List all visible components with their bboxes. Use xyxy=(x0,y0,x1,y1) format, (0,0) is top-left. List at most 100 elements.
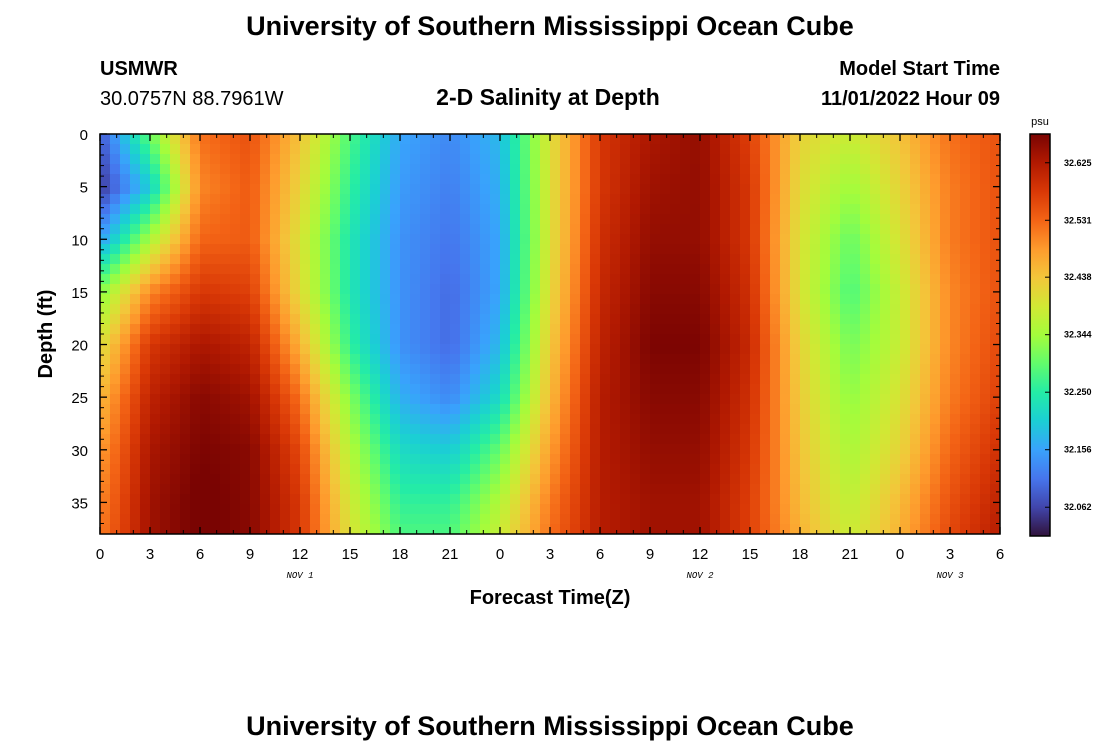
heatmap-cell xyxy=(840,294,851,305)
heatmap-cell xyxy=(230,384,241,395)
heatmap-cell xyxy=(330,214,341,225)
heatmap-cell xyxy=(510,244,521,255)
heatmap-cell xyxy=(800,284,811,295)
heatmap-cell xyxy=(390,214,401,225)
heatmap-cell xyxy=(390,514,401,525)
heatmap-cell xyxy=(200,294,211,305)
heatmap-cell xyxy=(310,374,321,385)
heatmap-cell xyxy=(290,414,301,425)
heatmap-cell xyxy=(940,144,951,155)
heatmap-cell xyxy=(140,474,151,485)
heatmap-cell xyxy=(860,284,871,295)
heatmap-cell xyxy=(210,274,221,285)
heatmap-cell xyxy=(460,454,471,465)
heatmap-cell xyxy=(250,164,261,175)
heatmap-cell xyxy=(370,174,381,185)
heatmap-cell xyxy=(650,374,661,385)
heatmap-cell xyxy=(480,334,491,345)
heatmap-cell xyxy=(940,494,951,505)
heatmap-cell xyxy=(430,354,441,365)
heatmap-cell xyxy=(620,224,631,235)
heatmap-cell xyxy=(980,344,991,355)
heatmap-cell xyxy=(340,264,351,275)
heatmap-cell xyxy=(890,504,901,515)
heatmap-cell xyxy=(130,274,141,285)
heatmap-cell xyxy=(650,144,661,155)
heatmap-cell xyxy=(170,424,181,435)
heatmap-cell xyxy=(960,364,971,375)
heatmap-cell xyxy=(420,424,431,435)
heatmap-cell xyxy=(110,444,121,455)
heatmap-cell xyxy=(890,454,901,465)
heatmap-cell xyxy=(300,254,311,265)
heatmap-cell xyxy=(820,144,831,155)
heatmap-cell xyxy=(920,344,931,355)
heatmap-cell xyxy=(950,484,961,495)
heatmap-cell xyxy=(620,414,631,425)
heatmap-cell xyxy=(300,484,311,495)
heatmap-cell xyxy=(690,374,701,385)
heatmap-cell xyxy=(350,264,361,275)
heatmap-cell xyxy=(960,434,971,445)
heatmap-cell xyxy=(210,484,221,495)
heatmap-cell xyxy=(190,374,201,385)
heatmap-cell xyxy=(990,364,1000,375)
heatmap-cell xyxy=(270,444,281,455)
heatmap-cell xyxy=(680,414,691,425)
heatmap-cell xyxy=(620,144,631,155)
heatmap-cell xyxy=(980,184,991,195)
heatmap-cell xyxy=(630,334,641,345)
heatmap-cell xyxy=(290,464,301,475)
heatmap-cell xyxy=(130,284,141,295)
heatmap-cell xyxy=(810,214,821,225)
heatmap-cell xyxy=(760,154,771,165)
heatmap-cell xyxy=(510,434,521,445)
heatmap-cell xyxy=(570,194,581,205)
heatmap-cell xyxy=(390,194,401,205)
heatmap-cell xyxy=(980,254,991,265)
heatmap-cell xyxy=(440,474,451,485)
heatmap-cell xyxy=(190,144,201,155)
heatmap-cell xyxy=(510,324,521,335)
heatmap-cell xyxy=(110,264,121,275)
heatmap-cell xyxy=(700,354,711,365)
heatmap-cell xyxy=(840,394,851,405)
heatmap-cell xyxy=(950,464,961,475)
heatmap-cell xyxy=(930,504,941,515)
heatmap-cell xyxy=(470,434,481,445)
heatmap-cell xyxy=(520,254,531,265)
heatmap-cell xyxy=(490,294,501,305)
heatmap-cell xyxy=(840,464,851,475)
heatmap-cell xyxy=(140,314,151,325)
heatmap-cell xyxy=(560,334,571,345)
heatmap-cell xyxy=(810,234,821,245)
heatmap-cell xyxy=(560,144,571,155)
heatmap-cell xyxy=(770,424,781,435)
heatmap-cell xyxy=(990,384,1000,395)
heatmap-cell xyxy=(600,174,611,185)
heatmap-cell xyxy=(440,214,451,225)
heatmap-cell xyxy=(540,324,551,335)
heatmap-cell xyxy=(250,144,261,155)
heatmap-cell xyxy=(370,524,381,534)
heatmap-cell xyxy=(330,224,341,235)
heatmap-cell xyxy=(170,454,181,465)
heatmap-cell xyxy=(180,394,191,405)
heatmap-cell xyxy=(830,144,841,155)
heatmap-cell xyxy=(860,404,871,415)
heatmap-cell xyxy=(310,244,321,255)
heatmap-cell xyxy=(730,314,741,325)
heatmap-cell xyxy=(550,164,561,175)
heatmap-cell xyxy=(950,184,961,195)
heatmap-cell xyxy=(600,334,611,345)
heatmap-cell xyxy=(160,274,171,285)
heatmap-cell xyxy=(280,404,291,415)
heatmap-cell xyxy=(350,324,361,335)
heatmap-cell xyxy=(980,424,991,435)
heatmap-cell xyxy=(850,394,861,405)
heatmap-cell xyxy=(120,484,131,495)
heatmap-cell xyxy=(580,434,591,445)
heatmap-cell xyxy=(210,344,221,355)
heatmap-cell xyxy=(130,134,141,145)
heatmap-cell xyxy=(260,504,271,515)
